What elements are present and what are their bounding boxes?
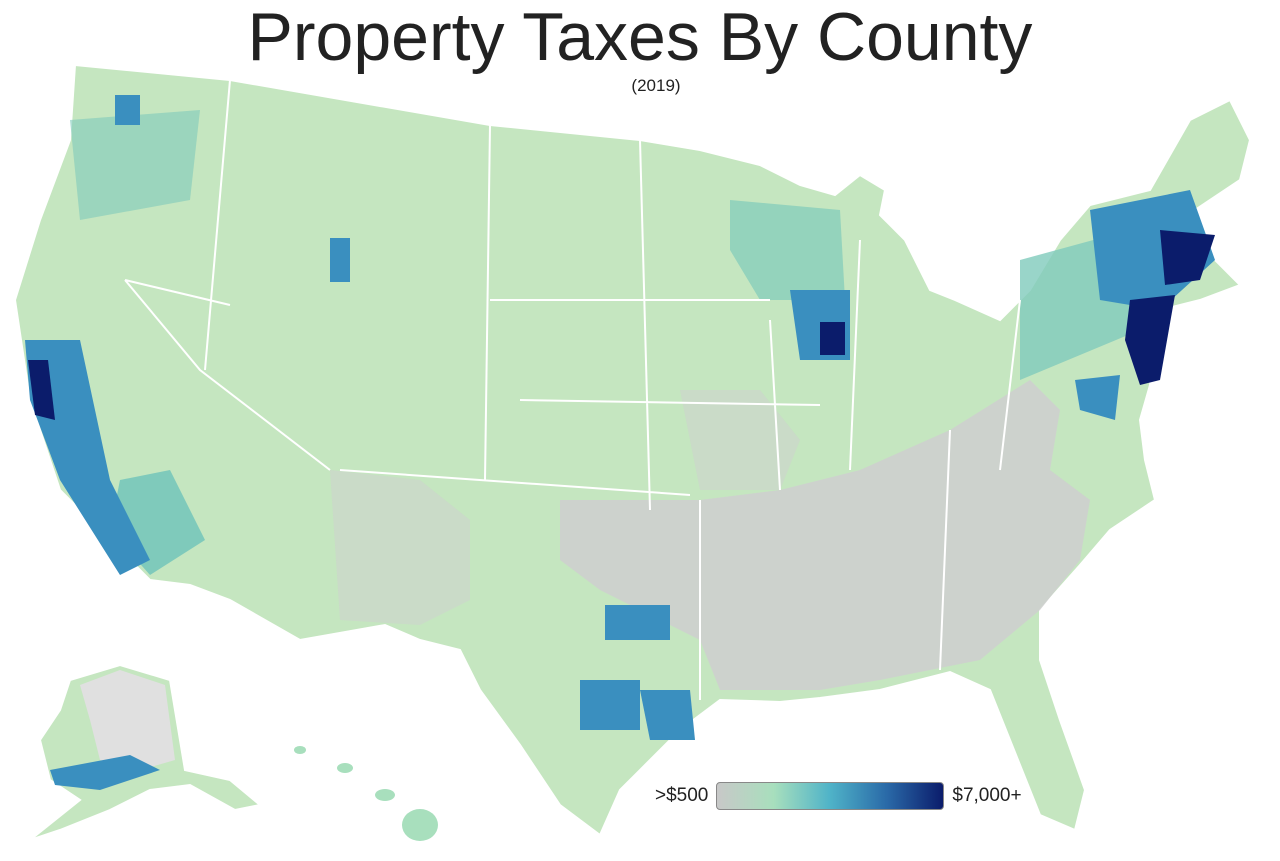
maui-island [375,789,395,801]
region-connecticut-ma [1160,230,1215,285]
region-seattle [115,95,140,125]
oahu-island [337,763,353,773]
region-wyoming-teton [330,238,350,282]
hawaii [294,746,438,841]
alaska-grey [80,670,175,770]
region-bay-area [28,360,55,420]
legend-gradient-bar [716,782,945,810]
hawaii-island [402,809,438,841]
region-south [560,380,1090,690]
legend-max-label: $7,000+ [952,785,1022,806]
region-wisconsin [730,200,845,300]
region-pacific-nw [70,110,200,220]
region-california-coast [25,340,150,575]
region-nyc-nj [1125,295,1175,385]
region-southwest [330,470,470,625]
region-dallas [605,605,670,640]
kauai-island [294,746,306,754]
map-title: Property Taxes By County [247,0,1033,75]
state-borders [124,79,1021,700]
legend-min-label: >$500 [655,785,709,806]
region-midwest-gray [680,390,800,490]
region-maryland [1075,375,1120,420]
top-tax-regions [28,230,1215,420]
color-legend: >$500 $7,000+ [655,782,1022,810]
low-tax-regions [330,380,1090,690]
high-tax-regions [25,95,1215,740]
map-subtitle: (2019) [631,76,681,95]
region-texas-central [580,680,640,730]
border-lines [124,79,1021,700]
region-chicago-suburbs [820,322,845,355]
region-texas-houston [640,690,695,740]
alaska-blue [50,755,160,790]
